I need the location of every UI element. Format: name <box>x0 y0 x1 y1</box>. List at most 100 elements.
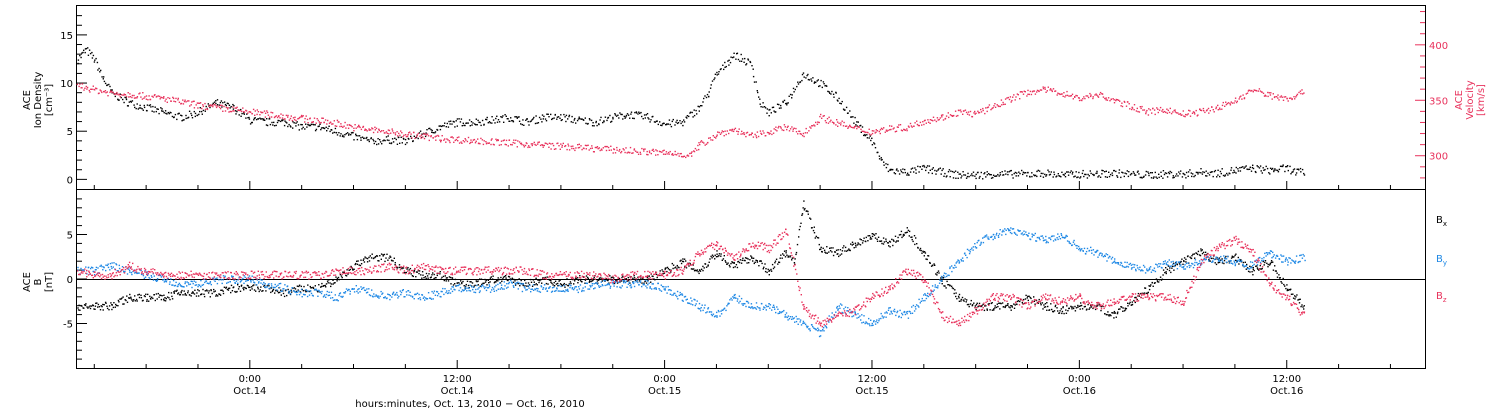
point-by <box>633 282 635 285</box>
point-by <box>765 304 767 307</box>
point-by <box>247 279 249 281</box>
point-ion-density <box>1118 169 1121 171</box>
point-by <box>289 290 292 292</box>
point-bx <box>933 263 935 265</box>
point-ion-density <box>292 121 294 123</box>
point-velocity <box>1250 90 1252 92</box>
point-velocity <box>382 130 385 132</box>
point-bx <box>718 253 721 255</box>
point-bx <box>961 296 964 299</box>
point-velocity <box>1063 92 1065 94</box>
point-bx <box>851 241 854 243</box>
point-velocity <box>587 144 589 146</box>
point-bx <box>1124 307 1126 309</box>
point-bx <box>1294 298 1296 300</box>
point-bx <box>824 251 826 253</box>
point-bx <box>812 229 815 232</box>
point-velocity <box>434 136 436 138</box>
point-ion-density <box>199 107 201 109</box>
point-velocity <box>531 144 533 147</box>
point-ion-density <box>885 163 887 165</box>
point-ion-density <box>850 116 853 118</box>
point-by <box>568 284 571 286</box>
point-bx <box>310 287 312 289</box>
point-velocity <box>1112 98 1114 100</box>
point-by <box>265 286 267 289</box>
point-velocity <box>1099 93 1101 96</box>
point-by <box>700 307 702 309</box>
point-by <box>802 322 805 324</box>
point-bx <box>275 289 277 291</box>
point-by <box>637 281 639 284</box>
point-by <box>504 285 506 287</box>
point-velocity <box>185 101 187 103</box>
point-velocity <box>552 144 555 147</box>
point-bx <box>958 297 960 299</box>
point-bx <box>857 242 859 244</box>
point-bx <box>645 282 648 284</box>
point-velocity <box>1137 110 1139 113</box>
point-ion-density <box>323 127 325 129</box>
point-bx <box>111 308 113 311</box>
point-bx <box>100 305 102 307</box>
point-ion-density <box>216 104 219 106</box>
point-bx <box>1066 305 1068 307</box>
point-ion-density <box>633 117 635 120</box>
point-ion-density <box>1047 169 1049 171</box>
point-ion-density <box>194 112 197 115</box>
point-ion-density <box>111 89 113 91</box>
point-by <box>408 294 410 296</box>
point-velocity <box>818 121 820 124</box>
point-ion-density <box>491 116 493 118</box>
point-velocity <box>320 121 322 124</box>
point-by <box>687 302 689 304</box>
point-bx <box>1164 271 1166 274</box>
point-by <box>334 294 336 296</box>
point-ion-density <box>1273 169 1275 171</box>
point-by <box>318 290 320 292</box>
point-ion-density <box>957 177 959 179</box>
point-ion-density <box>201 113 203 115</box>
point-bx <box>1089 307 1091 309</box>
point-by <box>758 307 760 309</box>
point-by <box>485 289 488 292</box>
point-ion-density <box>573 119 575 121</box>
point-velocity <box>811 125 813 127</box>
point-velocity <box>245 110 248 112</box>
point-bx <box>494 281 496 283</box>
point-velocity <box>180 102 183 105</box>
point-by <box>767 305 770 308</box>
point-bx <box>610 278 612 281</box>
point-velocity <box>761 133 763 135</box>
point-velocity <box>349 124 351 126</box>
point-bx <box>972 304 974 306</box>
point-ion-density <box>301 124 303 126</box>
point-by <box>822 328 824 331</box>
point-ion-density <box>1115 170 1117 173</box>
point-velocity <box>268 116 271 118</box>
point-bx <box>810 218 812 220</box>
point-bx <box>1046 309 1048 311</box>
point-ion-density <box>390 142 393 144</box>
point-ion-density <box>1148 174 1150 177</box>
point-by <box>458 283 461 286</box>
point-bx <box>1062 306 1064 309</box>
point-bx <box>949 284 951 287</box>
point-bx <box>916 243 918 245</box>
point-bx <box>432 272 434 274</box>
point-by <box>803 322 806 324</box>
point-ion-density <box>744 57 746 60</box>
point-ion-density <box>778 107 781 109</box>
point-ion-density <box>1291 171 1293 173</box>
point-bx <box>995 306 998 309</box>
point-velocity <box>620 150 623 153</box>
point-velocity <box>799 130 801 133</box>
point-by <box>237 282 239 284</box>
point-by <box>889 313 891 315</box>
point-bx <box>1160 279 1163 281</box>
point-by <box>532 289 535 291</box>
point-bx <box>115 303 117 306</box>
point-bx <box>559 283 562 285</box>
point-velocity <box>239 109 241 112</box>
point-bx <box>1235 253 1237 255</box>
